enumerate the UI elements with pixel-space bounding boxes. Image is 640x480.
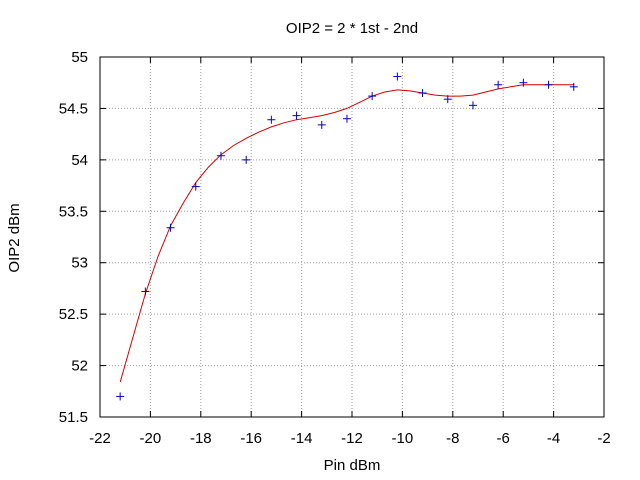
data-point (393, 72, 402, 81)
data-point (242, 155, 251, 164)
grid-lines (100, 57, 604, 417)
y-tick-label: 52 (71, 358, 88, 375)
y-tick-labels: 51.5 52 52.5 53 53.5 54 54.5 55 (59, 49, 88, 426)
y-tick-label: 54.5 (59, 100, 88, 117)
x-tick-label: -16 (240, 430, 262, 447)
x-tick-label: -14 (291, 430, 313, 447)
data-point (216, 151, 225, 160)
y-tick-label: 52.5 (59, 306, 88, 323)
y-tick-label: 53.5 (59, 203, 88, 220)
data-point (569, 82, 578, 91)
x-tick-label: -6 (497, 430, 510, 447)
x-tick-label: -12 (341, 430, 363, 447)
data-point (317, 120, 326, 129)
x-tick-labels: -22 -20 -18 -16 -14 -12 -10 -8 -6 -4 -2 (89, 430, 611, 447)
data-point (544, 80, 553, 89)
data-point (494, 80, 503, 89)
x-tick-label: -20 (140, 430, 162, 447)
x-tick-label: -2 (597, 430, 610, 447)
data-point (519, 78, 528, 87)
chart-title: OIP2 = 2 * 1st - 2nd (286, 20, 418, 37)
x-tick-label: -4 (547, 430, 560, 447)
data-point (443, 95, 452, 104)
data-point (368, 92, 377, 101)
y-tick-label: 55 (71, 49, 88, 66)
data-point (342, 114, 351, 123)
data-point (141, 287, 150, 296)
data-point (292, 111, 301, 120)
x-tick-label: -10 (392, 430, 414, 447)
x-axis-label: Pin dBm (324, 457, 381, 474)
plot-frame (99, 56, 605, 418)
x-tick-label: -22 (89, 430, 111, 447)
data-point (166, 223, 175, 232)
y-tick-label: 51.5 (59, 409, 88, 426)
data-point (116, 392, 125, 401)
data-points-group (116, 72, 578, 401)
y-tick-label: 53 (71, 255, 88, 272)
x-tick-label: -8 (446, 430, 459, 447)
fit-curve (119, 84, 574, 383)
y-axis-label: OIP2 dBm (6, 203, 23, 272)
y-tick-label: 54 (71, 152, 88, 169)
x-tick-label: -18 (190, 430, 212, 447)
data-point (267, 115, 276, 124)
data-point (418, 89, 427, 97)
fit-curve-group (119, 84, 574, 383)
data-point (191, 182, 200, 191)
data-point (468, 101, 477, 110)
